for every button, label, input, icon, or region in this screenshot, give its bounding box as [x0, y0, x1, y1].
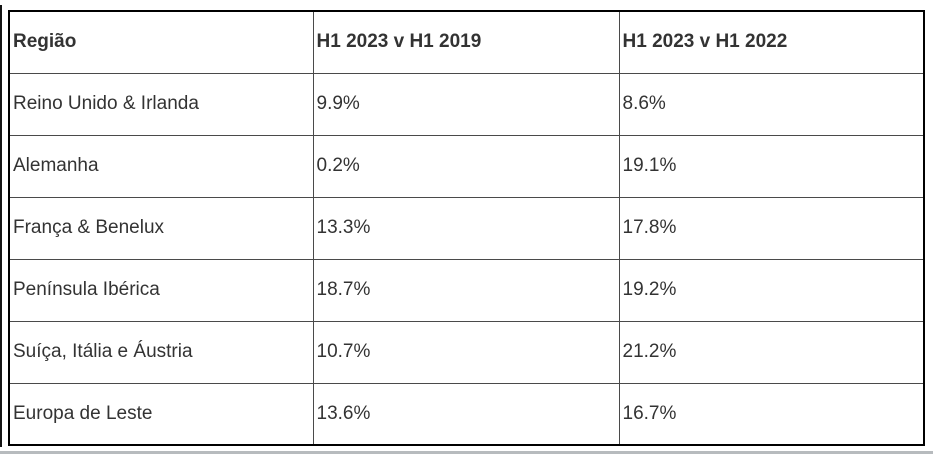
- table-row: Península Ibérica 18.7% 19.2%: [8, 258, 925, 322]
- cell-v2019: 0.2%: [312, 134, 620, 198]
- cell-v2022: 16.7%: [618, 382, 925, 446]
- regional-growth-table: Região H1 2023 v H1 2019 H1 2023 v H1 20…: [8, 10, 925, 446]
- cell-v2022: 19.1%: [618, 134, 925, 198]
- header-h1-2023-v-2022: H1 2023 v H1 2022: [618, 10, 925, 74]
- left-frame-border: [0, 5, 2, 447]
- table-row: Europa de Leste 13.6% 16.7%: [8, 382, 925, 446]
- bottom-divider: [0, 451, 933, 454]
- cell-region: Europa de Leste: [8, 382, 314, 446]
- cell-region: França & Benelux: [8, 196, 314, 260]
- cell-region: Península Ibérica: [8, 258, 314, 322]
- cell-region: Alemanha: [8, 134, 314, 198]
- header-h1-2023-v-2019: H1 2023 v H1 2019: [312, 10, 620, 74]
- cell-region: Suíça, Itália e Áustria: [8, 320, 314, 384]
- table-header-row: Região H1 2023 v H1 2019 H1 2023 v H1 20…: [8, 10, 925, 74]
- table-row: Suíça, Itália e Áustria 10.7% 21.2%: [8, 320, 925, 384]
- cell-v2022: 8.6%: [618, 72, 925, 136]
- table-row: França & Benelux 13.3% 17.8%: [8, 196, 925, 260]
- cell-v2019: 10.7%: [312, 320, 620, 384]
- table-row: Alemanha 0.2% 19.1%: [8, 134, 925, 198]
- cell-v2022: 21.2%: [618, 320, 925, 384]
- header-regiao: Região: [8, 10, 314, 74]
- cell-v2022: 19.2%: [618, 258, 925, 322]
- cell-region: Reino Unido & Irlanda: [8, 72, 314, 136]
- cell-v2019: 13.3%: [312, 196, 620, 260]
- table-row: Reino Unido & Irlanda 9.9% 8.6%: [8, 72, 925, 136]
- cell-v2019: 9.9%: [312, 72, 620, 136]
- cell-v2019: 18.7%: [312, 258, 620, 322]
- cell-v2019: 13.6%: [312, 382, 620, 446]
- cell-v2022: 17.8%: [618, 196, 925, 260]
